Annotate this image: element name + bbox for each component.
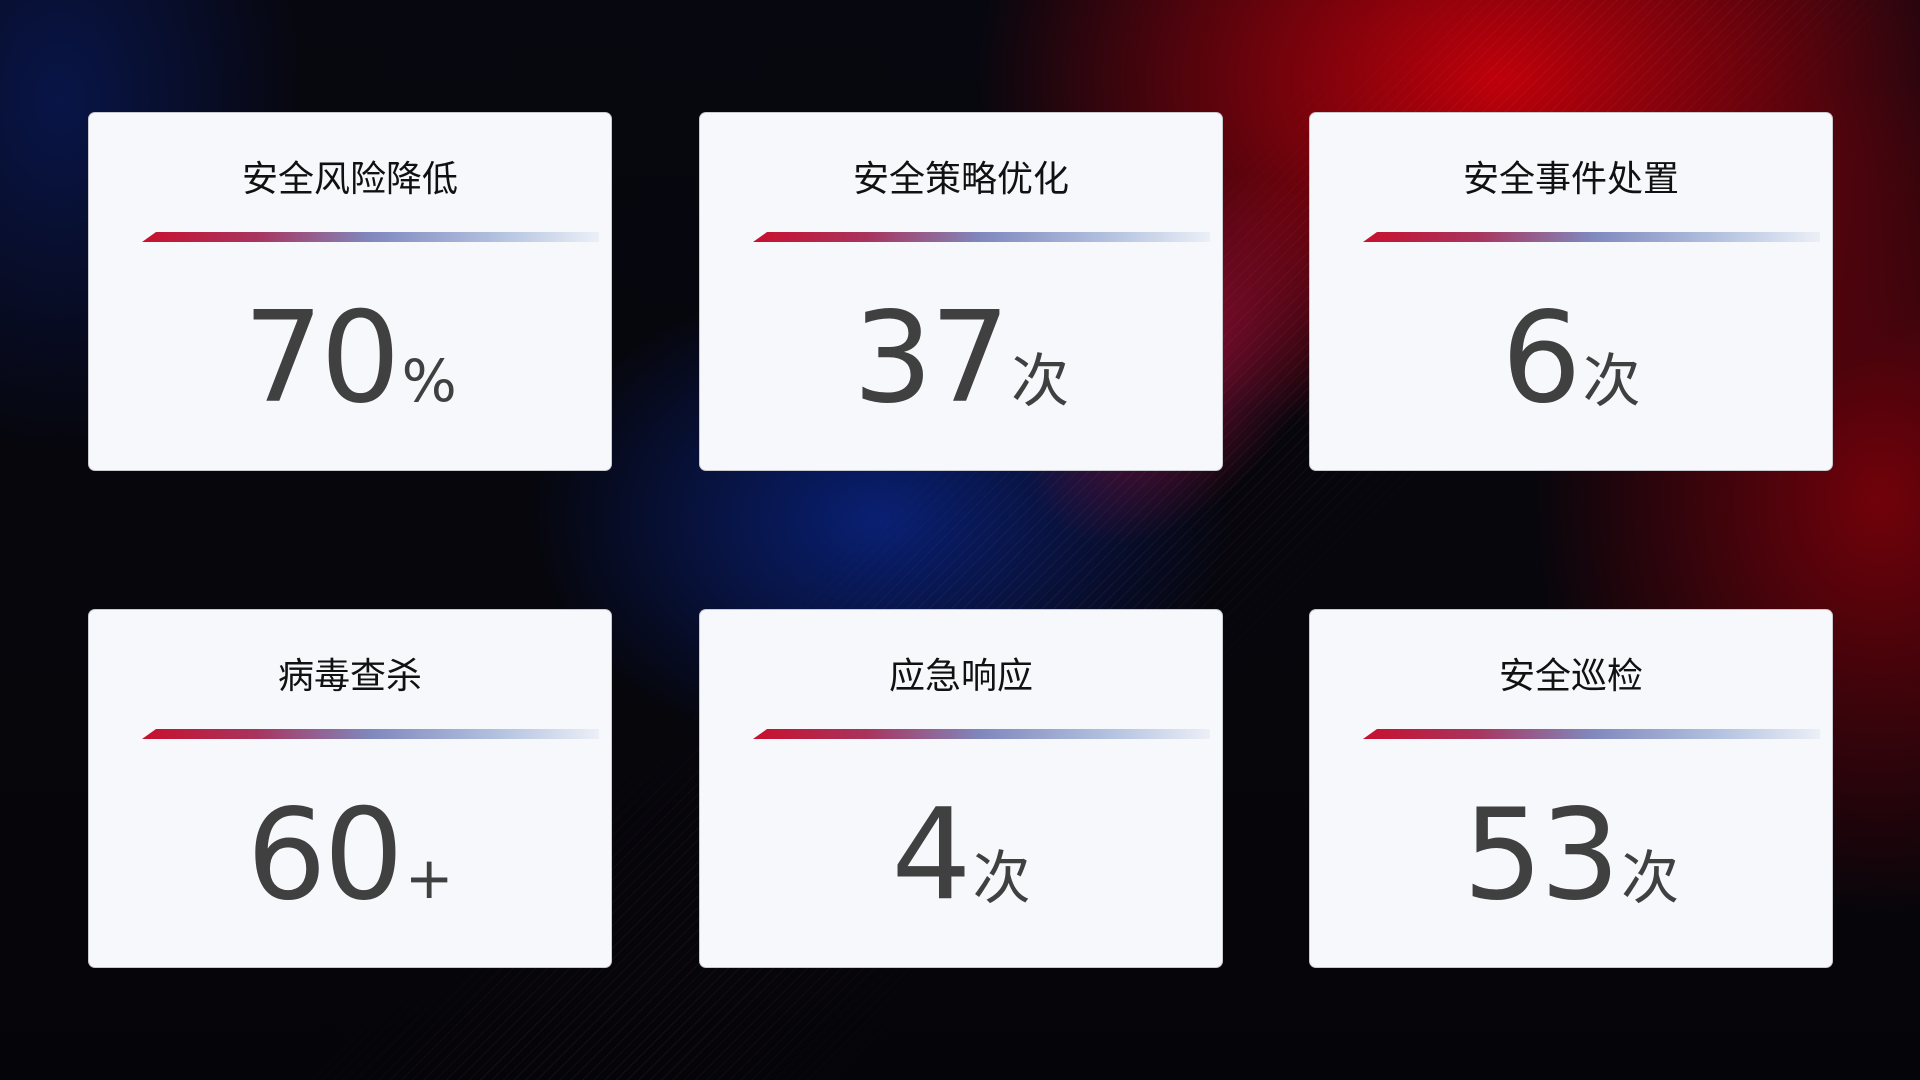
card-value: 37次 (700, 293, 1222, 461)
card-title: 安全巡检 (1498, 656, 1643, 697)
gradient-divider (753, 729, 1210, 739)
value-number: 60 (246, 781, 404, 928)
value-unit: 次 (1582, 347, 1641, 415)
value-unit: % (401, 347, 457, 415)
stat-card-incident-handling: 安全事件处置 6次 (1310, 113, 1832, 470)
card-title: 应急响应 (888, 656, 1033, 697)
card-title: 安全事件处置 (1462, 159, 1679, 200)
gradient-divider (142, 729, 599, 739)
card-title: 病毒查杀 (277, 656, 422, 697)
value-unit: 次 (1011, 347, 1070, 415)
gradient-divider (753, 232, 1210, 242)
value-number: 70 (243, 284, 400, 431)
value-unit: + (404, 844, 454, 912)
card-value: 53次 (1310, 790, 1832, 958)
value-unit: 次 (972, 844, 1031, 912)
value-number: 6 (1501, 284, 1581, 431)
card-value: 70% (89, 293, 611, 461)
value-number: 53 (1462, 781, 1620, 928)
gradient-divider (1363, 729, 1820, 739)
value-number: 4 (891, 781, 971, 928)
card-title: 安全风险降低 (241, 159, 458, 200)
card-value: 6次 (1310, 293, 1832, 461)
stat-card-risk-reduction: 安全风险降低 70% (89, 113, 611, 470)
stat-card-emergency-response: 应急响应 4次 (700, 610, 1222, 967)
gradient-divider (1363, 232, 1820, 242)
card-value: 4次 (700, 790, 1222, 958)
value-number: 37 (852, 284, 1010, 431)
card-value: 60+ (89, 790, 611, 958)
gradient-divider (142, 232, 599, 242)
stat-card-policy-optimization: 安全策略优化 37次 (700, 113, 1222, 470)
card-title: 安全策略优化 (852, 159, 1069, 200)
stat-card-virus-removal: 病毒查杀 60+ (89, 610, 611, 967)
value-unit: 次 (1621, 844, 1680, 912)
stat-card-security-inspection: 安全巡检 53次 (1310, 610, 1832, 967)
